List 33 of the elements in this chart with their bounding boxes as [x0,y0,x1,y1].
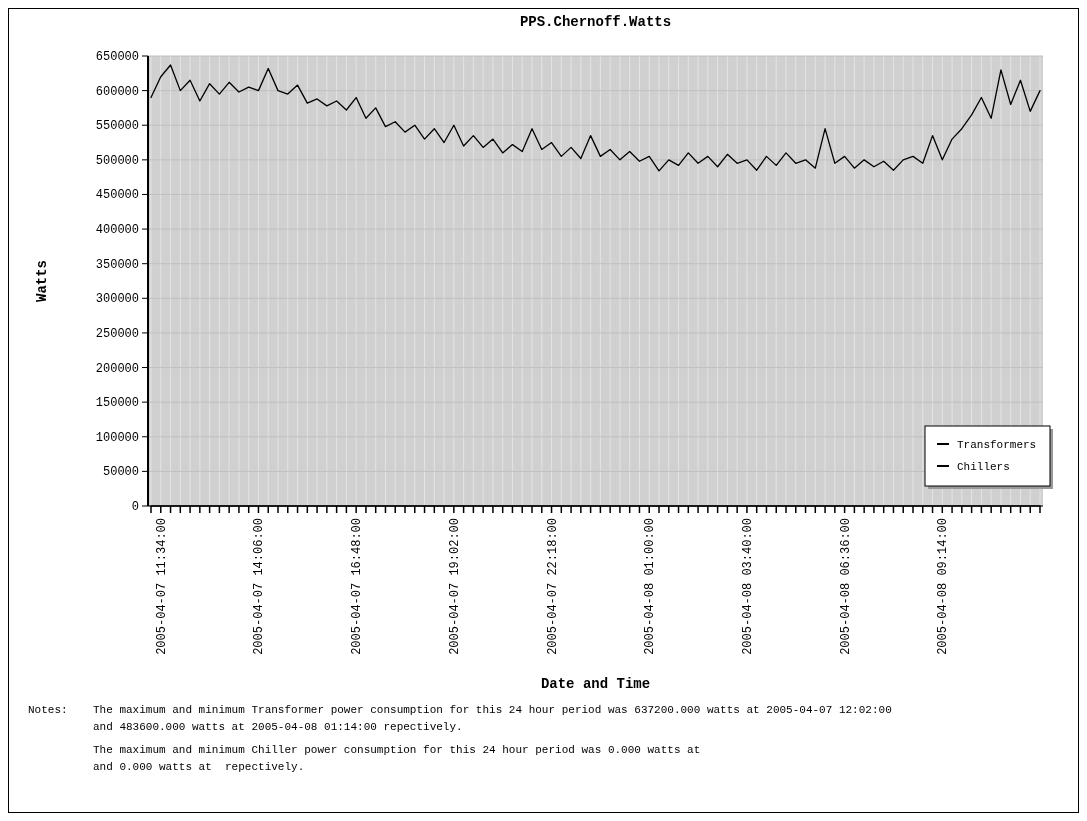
text: The maximum and minimum Transformer power consumption for this 24 hour period was 637200.000 watts at 2005-04-07 12:02:00 [93,704,892,716]
x-tick-label: 2005-04-08 09:14:00 [936,518,951,655]
x-tick-label: 2005-04-07 14:06:00 [252,518,267,655]
x-tick-label: 2005-04-07 16:48:00 [350,518,365,655]
y-axis-title: Watts [34,259,50,303]
y-tick-label: 150000 [95,396,139,411]
chart-title: PPS.Chernoff.Watts [519,14,672,30]
y-tick-label: 650000 [95,50,139,64]
x-tick-label: 2005-04-08 03:40:00 [740,518,755,655]
x-axis-title: Date and Time [540,676,651,692]
x-tick-label: 2005-04-07 22:18:00 [545,518,560,655]
x-tick-label: 2005-04-08 01:00:00 [643,518,658,655]
y-tick-label: 100000 [95,430,139,445]
y-tick-label: 350000 [95,257,139,272]
y-tick-label: 50000 [102,465,139,480]
x-tick-label: 2005-04-07 11:34:00 [154,518,169,655]
y-tick-label: 500000 [95,153,139,168]
y-tick-label: 250000 [95,326,139,341]
x-tick-label: 2005-04-08 06:36:00 [838,518,853,655]
text: The maximum and minimum Chiller power consumption for this 24 hour period was 0.000 watts at [93,744,701,756]
text: and 483600.000 watts at 2005-04-08 01:14:00 repectively. [93,721,463,733]
x-tick-label: 2005-04-07 19:02:00 [447,518,462,655]
legend-label: Chillers [957,461,1010,473]
y-tick-label: 450000 [95,188,139,203]
y-tick-label: 0 [131,500,139,514]
text: and 0.000 watts at repectively. [93,761,305,773]
y-tick-label: 300000 [95,292,139,307]
y-tick-label: 200000 [95,361,139,376]
y-tick-label: 400000 [95,223,139,238]
y-tick-label: 550000 [95,119,139,134]
legend-label: Transformers [957,439,1037,451]
y-tick-label: 600000 [95,84,139,99]
text: Notes: [28,704,68,716]
